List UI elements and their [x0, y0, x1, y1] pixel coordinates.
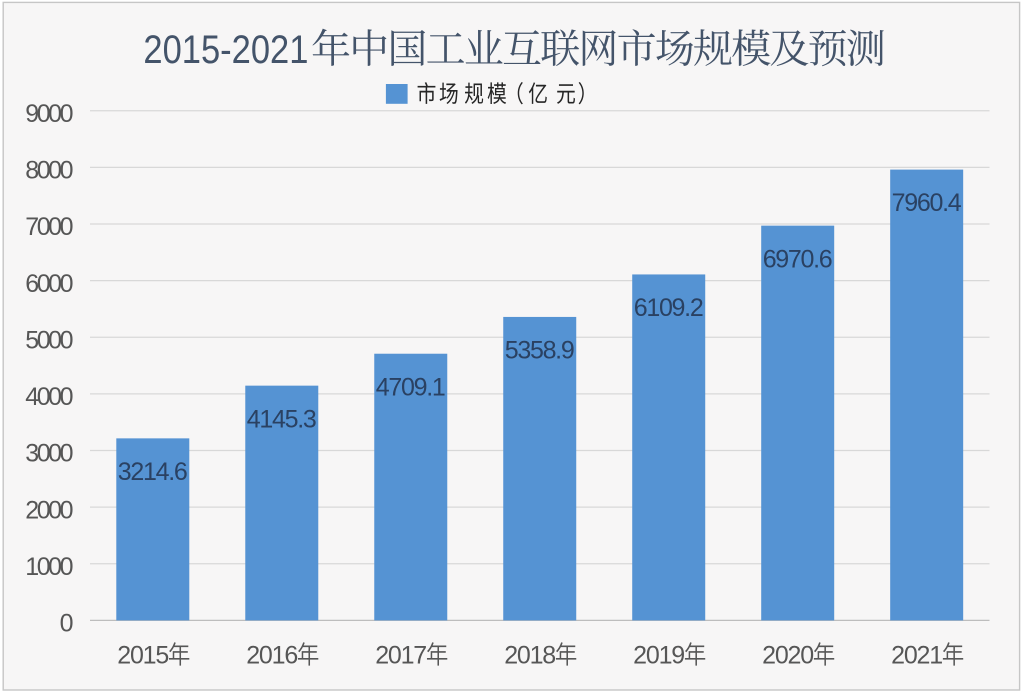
svg-text:2021: 2021 — [891, 642, 943, 670]
svg-text:2000: 2000 — [25, 496, 73, 524]
svg-text:3000: 3000 — [25, 440, 73, 468]
svg-text:2016: 2016 — [246, 642, 298, 670]
svg-text:4145.3: 4145.3 — [247, 405, 317, 433]
svg-text:5358.9: 5358.9 — [505, 337, 575, 365]
svg-text:2018: 2018 — [504, 642, 556, 670]
svg-text:3214.6: 3214.6 — [118, 458, 188, 486]
svg-text:6109.2: 6109.2 — [634, 294, 704, 322]
svg-text:1000: 1000 — [25, 553, 73, 581]
svg-text:2020: 2020 — [762, 642, 814, 670]
svg-text:2017: 2017 — [375, 642, 427, 670]
svg-text:2015-2021: 2015-2021 — [143, 28, 308, 72]
svg-text:4000: 4000 — [25, 383, 73, 411]
svg-text:6970.6: 6970.6 — [763, 245, 833, 273]
svg-text:6000: 6000 — [25, 270, 73, 298]
svg-text:5000: 5000 — [25, 326, 73, 354]
svg-text:7960.4: 7960.4 — [892, 189, 962, 217]
svg-text:7000: 7000 — [25, 213, 73, 241]
svg-text:2019: 2019 — [633, 642, 685, 670]
svg-text:2015: 2015 — [117, 642, 169, 670]
svg-text:0: 0 — [60, 610, 74, 638]
svg-text:9000: 9000 — [25, 100, 73, 128]
svg-text:4709.1: 4709.1 — [376, 373, 446, 401]
svg-text:8000: 8000 — [25, 157, 73, 185]
